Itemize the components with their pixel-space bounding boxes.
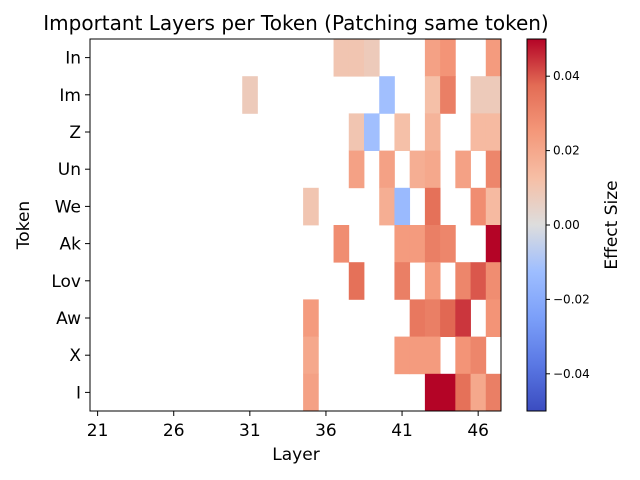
y-tick-label: Im xyxy=(59,86,81,106)
y-tick-label: Z xyxy=(69,123,81,143)
colorbar-label: Effect Size xyxy=(602,180,622,269)
y-tick-label: Aw xyxy=(56,309,81,329)
y-tick-label: We xyxy=(55,197,81,217)
heatmap-cell xyxy=(470,262,487,300)
heatmap-cell xyxy=(485,262,502,300)
heatmap-cell xyxy=(455,299,471,337)
heatmap-cell xyxy=(379,187,395,226)
y-tick-label: Un xyxy=(58,160,81,180)
y-ticks: In Im Z Un We Ak Lov Aw XI xyxy=(51,49,90,403)
y-tick-label: X xyxy=(69,346,81,366)
heatmap-cell xyxy=(485,299,502,337)
heatmap-cells xyxy=(242,39,502,412)
heatmap-cell xyxy=(394,262,411,300)
heatmap-cell xyxy=(485,187,502,226)
x-ticks: 21 26 31 36 41 46 xyxy=(87,411,489,441)
heatmap-cell xyxy=(440,225,456,263)
heatmap-cell xyxy=(440,373,456,412)
heatmap-cell xyxy=(440,39,456,77)
heatmap-cell xyxy=(424,113,441,151)
heatmap-cell xyxy=(409,225,426,263)
heatmap-cell xyxy=(242,76,258,114)
heatmap-cell xyxy=(364,113,380,151)
colorbar-tick-label: −0.04 xyxy=(553,367,590,381)
chart-title: Important Layers per Token (Patching sam… xyxy=(43,11,548,35)
heatmap-cell xyxy=(470,336,487,375)
heatmap-cell xyxy=(348,113,365,151)
heatmap-cell xyxy=(440,76,456,114)
heatmap-cell xyxy=(485,225,502,263)
x-tick-label: 36 xyxy=(315,421,337,441)
heatmap-cell xyxy=(424,150,441,189)
colorbar-tick-label: 0.00 xyxy=(553,218,580,232)
colorbar-ticks: 0.04 0.02 0.00 −0.02 −0.04 xyxy=(546,69,590,381)
heatmap-cell xyxy=(455,373,471,412)
heatmap-cell xyxy=(470,373,487,412)
colorbar-tick-label: −0.02 xyxy=(553,292,590,306)
heatmap-cell xyxy=(485,150,502,189)
heatmap-cell xyxy=(303,373,319,412)
heatmap-cell xyxy=(424,336,441,375)
heatmap-cell xyxy=(485,113,502,151)
y-tick-label: In xyxy=(65,49,81,69)
heatmap-cell xyxy=(424,39,441,77)
heatmap-cell xyxy=(424,299,441,337)
colorbar-tick-label: 0.02 xyxy=(553,144,580,158)
heatmap-cell xyxy=(409,336,426,375)
heatmap-cell xyxy=(379,76,395,114)
heatmap-cell xyxy=(485,373,502,412)
heatmap-cell xyxy=(424,76,441,114)
x-tick-label: 41 xyxy=(391,421,413,441)
heatmap-cell xyxy=(485,39,502,77)
heatmap-cell xyxy=(394,225,411,263)
x-tick-label: 26 xyxy=(163,421,185,441)
heatmap-cell xyxy=(303,187,319,226)
x-tick-label: 31 xyxy=(239,421,261,441)
heatmap-cell xyxy=(364,39,380,77)
heatmap-cell xyxy=(333,39,350,77)
heatmap-cell xyxy=(455,262,471,300)
heatmap-cell xyxy=(470,187,487,226)
heatmap-cell xyxy=(424,373,441,412)
heatmap-cell xyxy=(424,262,441,300)
heatmap-cell xyxy=(303,299,319,337)
heatmap-cell xyxy=(394,336,411,375)
plot-frame xyxy=(89,38,502,412)
heatmap-cell xyxy=(409,150,426,189)
heatmap-cell xyxy=(424,225,441,263)
x-tick-label: 21 xyxy=(87,421,109,441)
x-axis-label: Layer xyxy=(272,445,319,465)
heatmap-cell xyxy=(348,150,365,189)
heatmap-cell xyxy=(470,113,487,151)
y-tick-label: Ak xyxy=(60,235,82,255)
heatmap-cell xyxy=(394,187,411,226)
x-tick-label: 46 xyxy=(467,421,489,441)
y-tick-label: Lov xyxy=(51,272,81,292)
y-axis-label: Token xyxy=(14,201,34,250)
heatmap-cell xyxy=(348,262,365,300)
heatmap-cell xyxy=(333,225,350,263)
heatmap-cell xyxy=(394,113,411,151)
heatmap-cell xyxy=(470,76,487,114)
heatmap-cell xyxy=(440,299,456,337)
colorbar-tick-label: 0.04 xyxy=(553,69,580,83)
heatmap-cell xyxy=(455,150,471,189)
heatmap-cell xyxy=(379,150,395,189)
heatmap-cell xyxy=(485,76,502,114)
heatmap-cell xyxy=(409,299,426,337)
heatmap-cell xyxy=(424,187,441,226)
heatmap-cell xyxy=(455,336,471,375)
colorbar xyxy=(526,38,547,412)
y-tick-label: I xyxy=(76,383,81,403)
heatmap-cell xyxy=(348,39,365,77)
heatmap-cell xyxy=(303,336,319,375)
